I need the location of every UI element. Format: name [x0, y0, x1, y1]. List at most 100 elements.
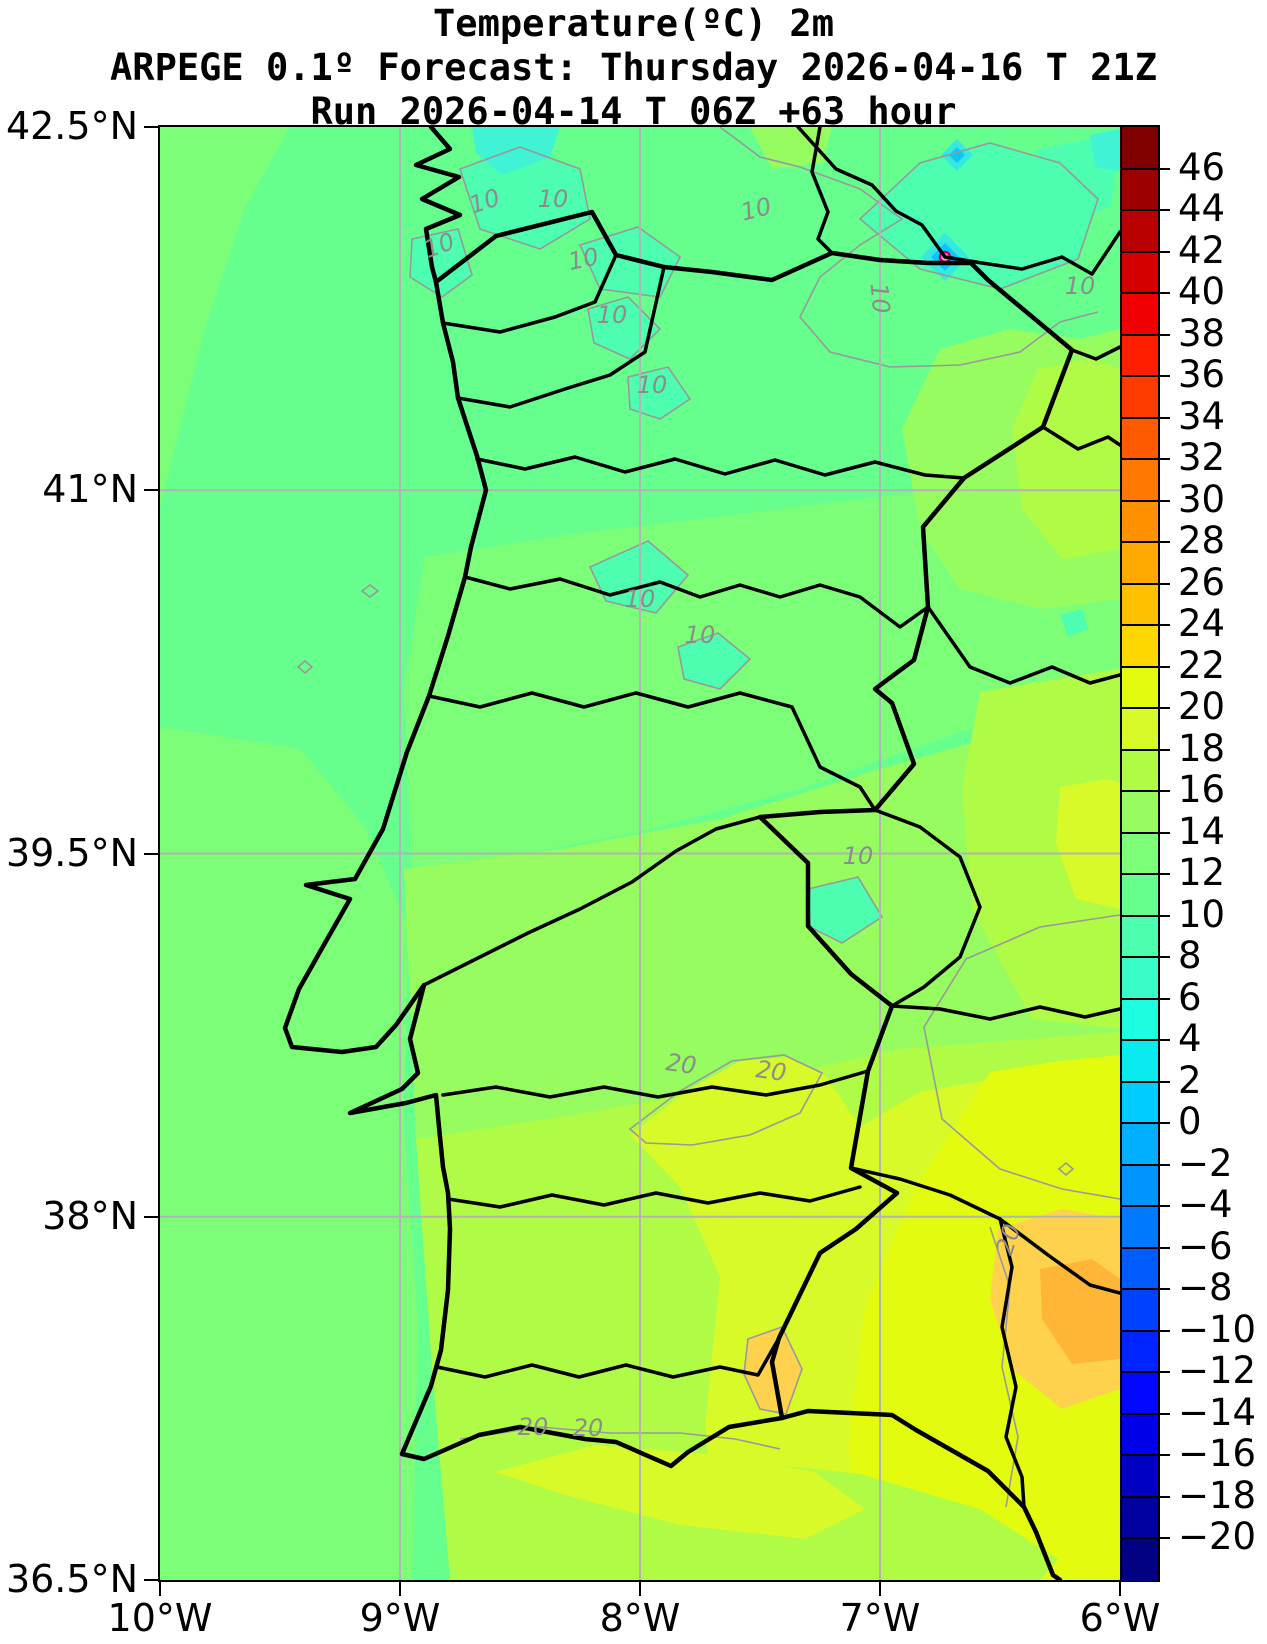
colorbar-tick-mark — [1122, 914, 1170, 917]
lat-tick-mark — [144, 489, 158, 492]
lat-tick-label: 39.5°N — [5, 830, 138, 875]
boundary-lines — [282, 127, 1120, 1580]
colorbar-tick-label: −16 — [1178, 1432, 1257, 1476]
colorbar-segment — [1122, 957, 1158, 1000]
lon-tick-label: 8°W — [599, 1596, 681, 1640]
colorbar-segment — [1122, 334, 1158, 377]
contour-label: 10 — [1065, 272, 1096, 300]
colorbar-segment — [1122, 625, 1158, 668]
colorbar-tick-mark — [1122, 790, 1170, 793]
colorbar-tick-label: 4 — [1178, 1017, 1202, 1061]
colorbar-tick-label: 24 — [1178, 602, 1226, 646]
colorbar-tick-mark — [1122, 1371, 1170, 1374]
lon-tick-mark — [159, 1582, 161, 1596]
contour-label: 20 — [664, 1048, 698, 1080]
colorbar-segment — [1122, 1123, 1158, 1166]
contour-label: 10 — [565, 242, 601, 276]
colorbar-tick-mark — [1122, 1454, 1170, 1457]
colorbar-tick-mark — [1122, 292, 1170, 295]
colorbar-tick-label: −8 — [1178, 1266, 1233, 1310]
colorbar-tick-label: −18 — [1178, 1473, 1257, 1517]
colorbar-tick-mark — [1122, 665, 1170, 668]
colorbar-tick-label: 34 — [1178, 394, 1226, 438]
colorbar-tick-mark — [1122, 1495, 1170, 1498]
portugal-spain-border — [433, 209, 1075, 1421]
colorbar-tick-label: 46 — [1178, 145, 1226, 189]
contour-label: 10 — [637, 371, 668, 399]
lat-tick-mark — [144, 1215, 158, 1218]
colorbar-segment — [1122, 1496, 1158, 1540]
colorbar-tick-mark — [1122, 624, 1170, 627]
colorbar-tick-label: 10 — [1178, 892, 1226, 936]
lon-tick-mark — [1119, 1582, 1121, 1596]
colorbar-tick-label: 32 — [1178, 436, 1226, 480]
colorbar-segment — [1122, 168, 1158, 211]
lat-tick-label: 41°N — [42, 467, 138, 512]
colorbar-tick-label: −6 — [1178, 1224, 1233, 1268]
colorbar-tick-mark — [1122, 956, 1170, 959]
colorbar-segment — [1122, 1040, 1158, 1083]
colorbar-tick-label: 20 — [1178, 685, 1226, 729]
colorbar-segment — [1122, 1289, 1158, 1332]
colorbar-tick-label: 44 — [1178, 187, 1226, 231]
colorbar-tick-label: −2 — [1178, 1141, 1233, 1185]
colorbar-segment — [1122, 583, 1158, 626]
colorbar-segment — [1122, 1330, 1158, 1374]
colorbar-tick-label: 28 — [1178, 519, 1226, 563]
colorbar-segment — [1122, 791, 1158, 834]
lat-tick-label: 42.5°N — [5, 104, 138, 148]
figure-title-block: Temperature(ºC) 2m ARPEGE 0.1º Forecast:… — [0, 2, 1267, 134]
colorbar-segment — [1122, 1538, 1158, 1581]
colorbar-segment — [1122, 417, 1158, 460]
colorbar-tick-mark — [1122, 831, 1170, 834]
colorbar-tick-mark — [1122, 541, 1170, 544]
colorbar-segment — [1122, 293, 1158, 336]
gridlines — [160, 127, 1120, 1580]
lon-tick-label: 9°W — [359, 1596, 441, 1640]
colorbar-tick-label: −4 — [1178, 1183, 1233, 1227]
contour-label: 20 — [518, 1413, 549, 1441]
colorbar-tick-mark — [1122, 748, 1170, 751]
colorbar-tick-mark — [1122, 499, 1170, 502]
map-canvas: 10 10 10 10 10 10 10 10 10 10 10 10 20 20 20 20 20 — [158, 125, 1122, 1582]
colorbar-tick-label: 26 — [1178, 560, 1226, 604]
lat-tick-mark — [144, 126, 158, 128]
colorbar-tick-mark — [1122, 209, 1170, 212]
lat-tick-label: 36.5°N — [5, 1557, 138, 1601]
colorbar-segment — [1122, 210, 1158, 253]
plot-title: Temperature(ºC) 2m — [433, 2, 834, 45]
lon-tick-mark — [879, 1582, 881, 1596]
plot-subtitle: ARPEGE 0.1º Forecast: Thursday 2026-04-1… — [110, 46, 1157, 89]
colorbar-tick-label: 6 — [1178, 975, 1202, 1019]
colorbar-segment — [1122, 998, 1158, 1041]
warm-patch-orange — [1040, 1259, 1120, 1364]
lat-tick-label: 38°N — [42, 1193, 138, 1238]
colorbar-tick-label: 36 — [1178, 353, 1226, 397]
contour-label: 10 — [597, 301, 628, 329]
colorbar-tick-label: 12 — [1178, 851, 1226, 895]
colorbar-segment — [1122, 874, 1158, 917]
contour-label: 10 — [865, 282, 896, 315]
colorbar-tick-mark — [1122, 1080, 1170, 1083]
colorbar-segment — [1122, 500, 1158, 543]
contour-label: 10 — [843, 842, 874, 870]
colorbar-tick-mark — [1122, 458, 1170, 461]
lat-tick-mark — [144, 1579, 158, 1581]
colorbar-segment — [1122, 1455, 1158, 1498]
colorbar-tick-label: 14 — [1178, 809, 1226, 853]
lon-tick-mark — [399, 1582, 401, 1596]
colorbar-segment — [1122, 1164, 1158, 1207]
colorbar-segment — [1122, 1081, 1158, 1124]
colorbar-tick-mark — [1122, 1205, 1170, 1208]
colorbar-tick-mark — [1122, 1039, 1170, 1042]
lon-tick-label: 7°W — [839, 1596, 921, 1640]
colorbar-tick-label: −12 — [1178, 1349, 1257, 1393]
colorbar-tick-mark — [1122, 167, 1170, 170]
colorbar-segment — [1122, 1247, 1158, 1290]
colorbar-segment — [1122, 1372, 1158, 1415]
colorbar-tick-mark — [1122, 333, 1170, 336]
lon-tick-label: 6°W — [1079, 1596, 1161, 1640]
colorbar-tick-mark — [1122, 1122, 1170, 1125]
colorbar-tick-mark — [1122, 707, 1170, 710]
lon-tick-label: 10°W — [107, 1596, 213, 1640]
